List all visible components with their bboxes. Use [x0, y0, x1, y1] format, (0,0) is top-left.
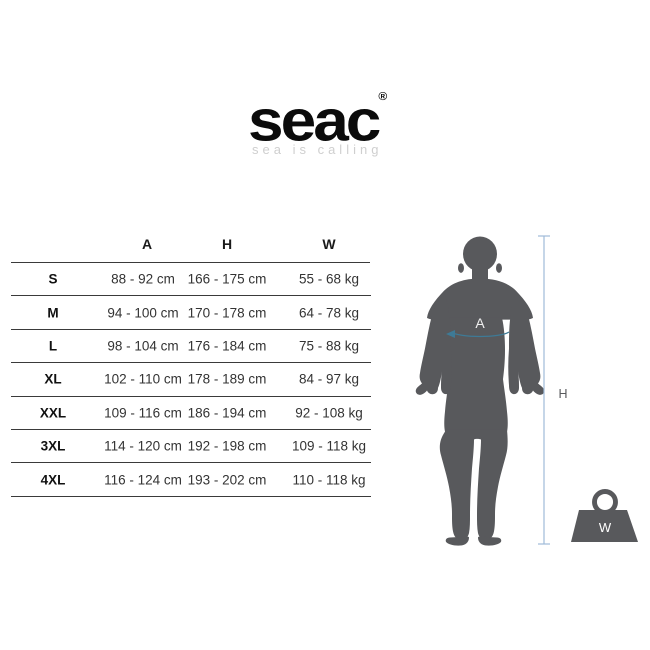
- svg-text:H: H: [558, 387, 567, 401]
- svg-text:W: W: [599, 520, 612, 535]
- svg-text:A: A: [475, 315, 485, 331]
